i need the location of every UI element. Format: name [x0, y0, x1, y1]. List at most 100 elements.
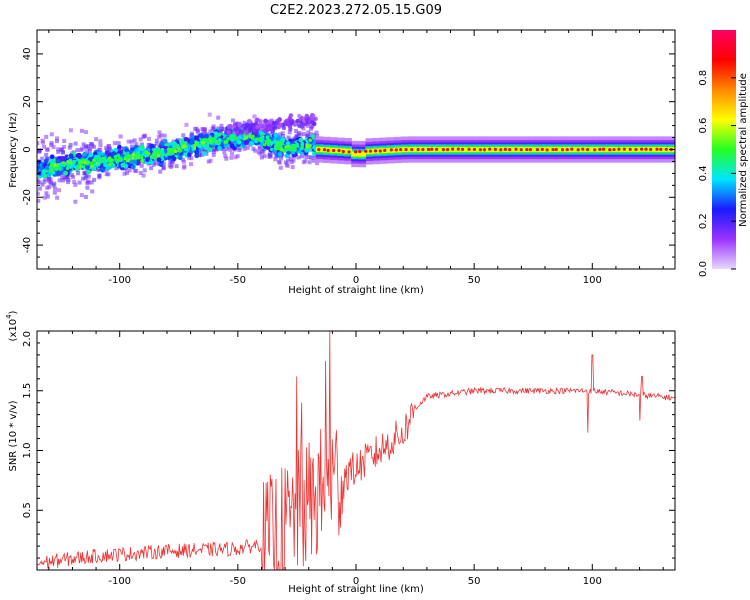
- spectrogram-marks: [37, 112, 675, 204]
- spectrogram-cell: [108, 157, 113, 162]
- spectrogram-cell: [49, 141, 54, 146]
- spectrogram-cell: [149, 143, 155, 149]
- spectrogram-cell: [86, 174, 91, 179]
- snr-multiplier: (x104): [5, 310, 19, 341]
- spectrogram-cell: [68, 128, 73, 133]
- spectrogram-cell: [258, 151, 263, 156]
- spectrogram-cell: [298, 132, 303, 137]
- spectrogram-peak: [617, 147, 621, 151]
- spectrogram-cell: [189, 162, 194, 167]
- spectrogram-peak: [378, 149, 382, 153]
- spectrogram-cell: [177, 145, 181, 149]
- spectrogram-cell: [69, 173, 74, 178]
- spectrogram-peak: [451, 147, 455, 151]
- spectrogram-cell: [228, 147, 233, 152]
- snr-series-line: [37, 331, 675, 570]
- spectrogram-cell: [66, 159, 70, 164]
- x-tick-label: 0: [353, 576, 359, 587]
- spectrogram-cell: [296, 132, 301, 137]
- spectrogram-cell: [290, 165, 295, 170]
- spectrogram-cell: [61, 144, 66, 149]
- spectrogram-cell: [312, 145, 316, 150]
- colorbar-tick-label: 0.8: [698, 70, 709, 86]
- spectrogram-cell: [201, 140, 205, 145]
- spectrogram-cell: [208, 129, 213, 134]
- spectrogram-peak: [585, 147, 590, 152]
- spectrogram-cell: [296, 155, 301, 160]
- spectrogram-cell: [105, 166, 111, 171]
- spectrogram-cell: [90, 164, 95, 169]
- spectrogram-cell: [251, 134, 255, 139]
- spectrogram-peak: [326, 148, 330, 152]
- spectrogram-peak: [560, 148, 565, 152]
- spectrogram-band: [450, 147, 459, 152]
- snr-marks: [37, 331, 675, 570]
- spectrogram-band: [571, 147, 579, 152]
- spectrogram-cell: [218, 138, 222, 142]
- spectrogram-cell: [154, 141, 159, 146]
- spectrogram-peak: [655, 147, 659, 151]
- spectrogram-cell: [294, 129, 299, 134]
- spectrogram-peak: [576, 148, 580, 152]
- spectrogram-cell: [42, 144, 47, 149]
- spectrogram-cell: [79, 147, 84, 152]
- spectrogram-cell: [189, 139, 195, 145]
- spectrogram-peak: [368, 149, 373, 153]
- spectrogram-cell: [278, 165, 283, 170]
- spectrogram-cell: [55, 195, 60, 200]
- spectrogram-cell: [57, 178, 62, 183]
- colorbar-tick-label: 0.2: [698, 213, 709, 229]
- spectrogram-peak: [430, 147, 434, 151]
- spectrogram-cell: [139, 144, 145, 150]
- x-tick-label: 0: [353, 275, 359, 286]
- spectrogram-peak: [322, 148, 327, 152]
- spectrogram-cell: [54, 139, 59, 144]
- spectrogram-cell: [242, 146, 247, 151]
- spectrogram-cell: [162, 133, 167, 138]
- spectrogram-cell: [60, 175, 65, 180]
- spectrogram-cell: [168, 148, 173, 153]
- spectrogram-cell: [217, 145, 222, 151]
- spectrogram-cell: [243, 126, 248, 131]
- spectrogram-cell: [84, 174, 89, 179]
- spectrogram-cell: [151, 162, 156, 167]
- spectrogram-cell: [286, 147, 291, 151]
- spectrogram-cell: [42, 195, 47, 200]
- spectrogram-cell: [189, 156, 194, 161]
- spectrogram-cell: [53, 186, 58, 191]
- spectrogram-cell: [83, 171, 88, 176]
- spectrogram-cell: [60, 147, 65, 152]
- spectrogram-cell: [173, 149, 178, 154]
- spectrogram-peak: [634, 147, 638, 152]
- spectrogram-cell: [37, 180, 42, 185]
- snr-multiplier-exp: 4: [5, 314, 13, 319]
- spectrogram-cell: [280, 140, 285, 145]
- spectrogram-cell: [297, 113, 302, 119]
- spectrogram-peak: [421, 147, 425, 152]
- spectrogram-cell: [54, 136, 59, 141]
- spectrogram-cell: [104, 172, 109, 177]
- spectrogram-cell: [56, 170, 62, 176]
- spectrogram-band: [422, 147, 430, 152]
- spectrogram-cell: [194, 153, 200, 159]
- spectrogram-cell: [257, 146, 262, 151]
- spectrogram-peak: [508, 147, 512, 152]
- spectrogram-cell: [79, 160, 83, 165]
- spectrogram-cell: [72, 179, 77, 184]
- spectrogram-cell: [136, 155, 140, 159]
- spectrogram-peak: [446, 147, 450, 152]
- spectrogram-peak: [394, 148, 398, 152]
- spectrogram-cell: [212, 136, 217, 141]
- spectrogram-cell: [129, 144, 134, 149]
- spectrogram-peak: [601, 147, 606, 151]
- spectrogram-cell: [73, 199, 78, 204]
- spectrogram-cell: [261, 149, 266, 154]
- spectrogram-cell: [141, 173, 146, 178]
- spectrogram-cell: [106, 144, 111, 149]
- spectrogram-cell: [273, 132, 279, 138]
- spectrogram-peak: [373, 149, 378, 153]
- spectrogram-cell: [91, 144, 96, 149]
- spectrogram-cell: [113, 154, 118, 159]
- spectrogram-cell: [258, 119, 263, 124]
- spectrogram-cell: [267, 126, 273, 131]
